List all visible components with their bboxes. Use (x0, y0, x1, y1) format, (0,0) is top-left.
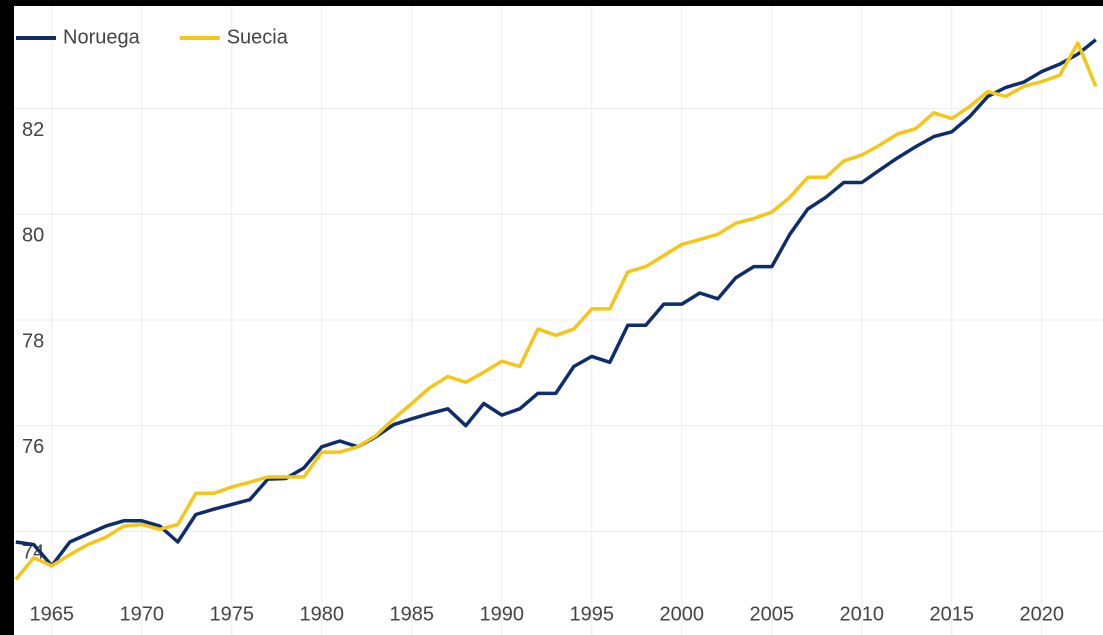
frame-top (0, 0, 1103, 6)
y-tick-label: 78 (22, 330, 44, 352)
x-tick-label: 2015 (930, 603, 975, 625)
y-tick-label: 82 (22, 119, 44, 141)
legend-label: Suecia (227, 26, 289, 48)
x-tick-label: 2010 (840, 603, 885, 625)
x-tick-label: 1980 (300, 603, 345, 625)
frame-left (0, 0, 14, 635)
x-tick-label: 1965 (30, 603, 75, 625)
x-tick-label: 1975 (210, 603, 255, 625)
x-tick-label: 2005 (750, 603, 795, 625)
series-line (15, 38, 1097, 568)
x-tick-label: 2000 (660, 603, 705, 625)
x-tick-label: 1995 (570, 603, 615, 625)
x-tick-label: 1970 (120, 603, 165, 625)
series-line (14, 41, 1098, 581)
y-tick-label: 80 (22, 225, 44, 247)
legend-label: Noruega (63, 26, 141, 48)
x-tick-label: 2020 (1020, 603, 1065, 625)
x-tick-label: 1990 (480, 603, 525, 625)
x-tick-label: 1985 (390, 603, 435, 625)
y-tick-label: 76 (22, 436, 44, 458)
